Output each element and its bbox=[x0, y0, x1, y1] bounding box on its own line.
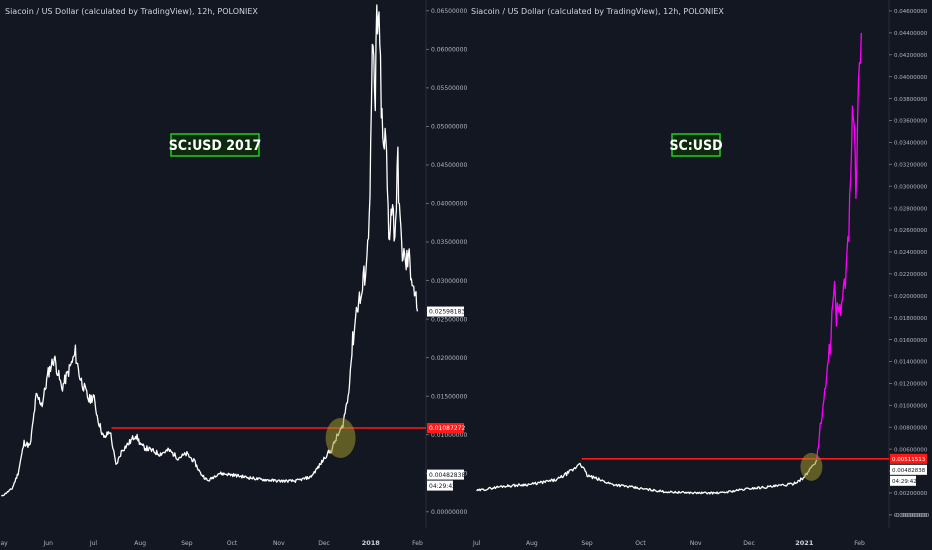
y-tick-label: 0.03400000 bbox=[894, 141, 928, 147]
current-price-label: 0.00482838 bbox=[429, 472, 465, 479]
y-tick-label: -0.00000000 bbox=[894, 513, 930, 519]
series-line-1 bbox=[476, 459, 818, 495]
x-tick-label: Aug bbox=[134, 540, 146, 547]
current-price-label-bg bbox=[890, 464, 927, 475]
y-tick-label: 0.03500000 bbox=[431, 239, 467, 246]
y-tick-label: 0.03600000 bbox=[894, 119, 928, 125]
y-tick-label: 0.04000000 bbox=[431, 201, 467, 208]
y-tick-label: 0.02200000 bbox=[894, 272, 928, 278]
y-tick-label: 0.00000000 bbox=[431, 509, 467, 516]
x-tick-label: Dec bbox=[743, 540, 755, 547]
x-tick-label: Nov bbox=[690, 540, 702, 547]
countdown-label-bg bbox=[427, 480, 453, 491]
y-tick-label: 0.05000000 bbox=[431, 124, 467, 131]
current-price-label: 0.00482838 bbox=[892, 468, 926, 474]
y-tick-label: 0.01500000 bbox=[431, 393, 467, 400]
current-price-label-bg bbox=[427, 469, 464, 480]
y-tick-label: 0.01800000 bbox=[894, 316, 928, 322]
chart-title: Siacoin / US Dollar (calculated by Tradi… bbox=[5, 7, 258, 16]
annotation-badge bbox=[671, 133, 721, 157]
x-tick-label: Dec bbox=[318, 540, 330, 547]
x-tick-label: Feb bbox=[854, 540, 865, 547]
x-tick-label: May bbox=[0, 540, 8, 547]
y-tick-label: 0.01000000 bbox=[894, 404, 928, 410]
breakout-highlight-ellipse bbox=[800, 452, 823, 481]
x-tick-label: Jul bbox=[472, 540, 481, 547]
resistance-price-label: 0.00511513 bbox=[892, 457, 926, 463]
countdown-label: 04:29:42 bbox=[429, 483, 456, 490]
y-tick-label: 0.03800000 bbox=[894, 97, 928, 103]
y-tick-label: 0.06000000 bbox=[431, 47, 467, 54]
resistance-price-label-bg bbox=[890, 453, 927, 464]
y-tick-label: 0.04400000 bbox=[894, 31, 928, 37]
last-price-label-bg bbox=[427, 306, 464, 317]
y-tick-label: 0.03000000 bbox=[894, 184, 928, 190]
x-tick-label: 2021 bbox=[795, 539, 814, 547]
y-tick-label: 0.04200000 bbox=[894, 53, 928, 59]
y-tick-label: 0.04600000 bbox=[894, 9, 928, 15]
chart-panel-1: Siacoin / US Dollar (calculated by Tradi… bbox=[0, 0, 467, 547]
y-tick-label: 0.02800000 bbox=[894, 206, 928, 212]
x-tick-label: Feb bbox=[412, 540, 423, 547]
countdown-label-bg bbox=[890, 475, 916, 486]
countdown-label: 04:29:42 bbox=[892, 479, 917, 485]
x-tick-label: Oct bbox=[635, 540, 646, 547]
y-tick-label: 0.01600000 bbox=[894, 338, 928, 344]
resistance-price-label-bg bbox=[427, 423, 464, 434]
y-tick-label: 0.04500000 bbox=[431, 162, 467, 169]
y-tick-label: 0.04000000 bbox=[894, 75, 928, 81]
y-tick-label: 0.02000000 bbox=[431, 355, 467, 362]
y-tick-label: 0.00000000 bbox=[894, 513, 928, 519]
x-tick-label: Jun bbox=[43, 540, 54, 547]
y-tick-label: 0.05500000 bbox=[431, 85, 467, 92]
last-price-label: 0.02598183 bbox=[429, 309, 465, 316]
x-tick-label: 2018 bbox=[362, 539, 381, 547]
y-tick-label: 0.01200000 bbox=[894, 382, 928, 388]
y-tick-label: 0.02500000 bbox=[431, 316, 467, 323]
x-tick-label: Oct bbox=[227, 540, 238, 547]
resistance-price-label: 0.01087272 bbox=[429, 425, 465, 432]
annotation-badge bbox=[170, 133, 260, 157]
x-tick-label: Jul bbox=[89, 540, 98, 547]
chart-title: Siacoin / US Dollar (calculated by Tradi… bbox=[471, 7, 724, 16]
y-tick-label: 0.00200000 bbox=[894, 491, 928, 497]
y-tick-label: 0.03000000 bbox=[431, 278, 467, 285]
y-tick-label: 0.02600000 bbox=[894, 228, 928, 234]
y-tick-label: 0.02000000 bbox=[894, 294, 928, 300]
annotation-text: SC:USD 2017 bbox=[169, 138, 262, 154]
breakout-highlight-ellipse bbox=[325, 418, 356, 459]
x-tick-label: Nov bbox=[273, 540, 285, 547]
chart-panel-2: Siacoin / US Dollar (calculated by Tradi… bbox=[471, 0, 930, 547]
y-tick-label: 0.00600000 bbox=[894, 447, 928, 453]
y-tick-label: 0.03200000 bbox=[894, 163, 928, 169]
series-line-1 bbox=[1, 4, 419, 497]
annotation-text: SC:USD bbox=[669, 138, 722, 154]
x-tick-label: Sep bbox=[181, 540, 193, 547]
y-tick-label: 0.02400000 bbox=[894, 250, 928, 256]
x-tick-label: Sep bbox=[581, 540, 593, 547]
y-tick-label: 0.06500000 bbox=[431, 8, 467, 15]
series-line-2 bbox=[816, 32, 862, 460]
y-tick-label: 0.00800000 bbox=[894, 425, 928, 431]
y-tick-label: 0.01400000 bbox=[894, 360, 928, 366]
y-tick-label: 0.01000000 bbox=[431, 432, 467, 439]
x-tick-label: Aug bbox=[526, 540, 538, 547]
